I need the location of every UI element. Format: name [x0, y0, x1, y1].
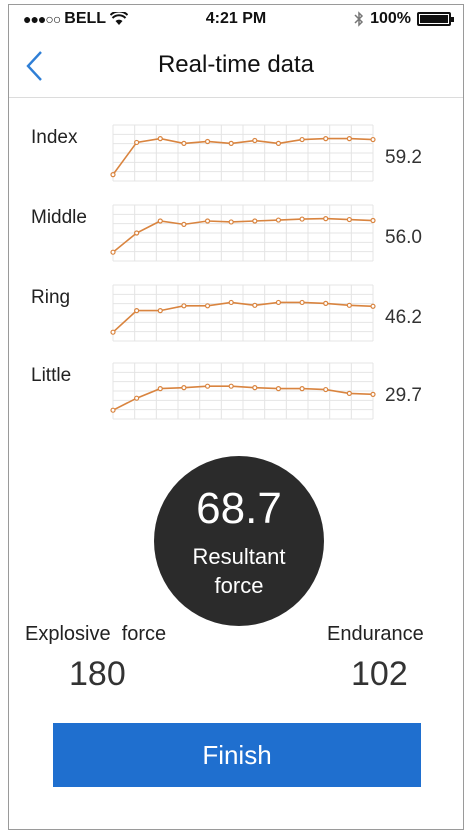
sparkline-path	[112, 385, 374, 411]
finger-value: 29.7	[385, 385, 422, 406]
sparkline-point	[252, 218, 258, 224]
finger-label: Ring	[31, 287, 71, 308]
sparkline-point	[110, 171, 116, 178]
finish-button[interactable]: Finish	[53, 723, 421, 787]
finger-label: Middle	[31, 207, 87, 228]
sparkline-point	[157, 135, 163, 142]
sparkline-point	[346, 135, 352, 142]
finger-value: 56.0	[385, 227, 422, 248]
sparkline-point	[299, 386, 305, 392]
sparkline-point	[110, 249, 116, 255]
sparkline-path	[112, 301, 374, 333]
sparkline-point	[110, 329, 116, 335]
sparkline-point	[228, 383, 234, 389]
sparkline-point	[370, 303, 376, 309]
sparkline-point	[275, 140, 282, 146]
endurance-value: 102	[351, 655, 408, 693]
sparkline-point	[323, 386, 329, 393]
sparkline-point	[228, 299, 234, 306]
explosive-force-value: 180	[69, 655, 126, 693]
sparkline-point	[370, 391, 376, 397]
resultant-force-gauge: 68.7 Resultant force	[154, 456, 324, 626]
middle-sparkline	[110, 204, 376, 262]
battery-icon	[417, 12, 454, 26]
finger-row-index: Index 59.2	[9, 123, 463, 187]
finger-value: 59.2	[385, 147, 422, 168]
sparkline-point	[157, 386, 163, 392]
sparkline-point	[134, 230, 140, 236]
explosive-force-label: Explosive force	[25, 623, 167, 645]
sparkline-point	[134, 139, 140, 146]
status-bar: ●●●○○ BELL 4:21 PM 100%	[9, 5, 463, 33]
little-sparkline	[110, 362, 376, 420]
sparkline-point	[157, 218, 163, 224]
sparkline-point	[252, 302, 258, 308]
sparkline-point	[370, 217, 376, 224]
back-chevron-icon[interactable]	[23, 49, 47, 83]
sparkline-point	[204, 138, 211, 145]
finger-row-middle: Middle 56.0	[9, 203, 463, 267]
sparkline-point	[275, 299, 282, 306]
sparkline-point	[323, 215, 329, 222]
carrier-name: BELL	[64, 10, 107, 27]
battery-percent: 100%	[370, 10, 411, 27]
sparkline-point	[204, 218, 211, 224]
sparkline-point	[252, 385, 258, 391]
sparkline-point	[204, 383, 211, 389]
sparkline-path	[112, 137, 374, 176]
sparkline-point	[110, 407, 116, 413]
phone-screen: ●●●○○ BELL 4:21 PM 100% Real-time data I…	[8, 4, 464, 830]
sparkline-point	[299, 299, 305, 306]
sparkline-point	[134, 395, 140, 401]
ring-sparkline	[110, 284, 376, 342]
sparkline-point	[299, 136, 305, 143]
finger-label: Little	[31, 365, 72, 386]
sparkline-point	[346, 302, 352, 308]
sparkline-point	[323, 300, 329, 306]
sparkline-point	[181, 385, 187, 391]
sparkline-point	[299, 216, 305, 222]
status-time: 4:21 PM	[205, 10, 267, 27]
resultant-force-value: 68.7	[196, 484, 282, 533]
sparkline-point	[181, 221, 187, 227]
sparkline-point	[204, 303, 211, 309]
sparkline-point	[252, 137, 258, 144]
sparkline-point	[228, 219, 234, 225]
resultant-force-label-line2: force	[214, 573, 264, 598]
wifi-icon	[110, 12, 129, 25]
page-title: Real-time data	[157, 51, 315, 78]
sparkline-point	[275, 217, 282, 223]
sparkline-point	[181, 140, 187, 146]
bluetooth-icon	[354, 11, 364, 27]
finger-row-little: Little 29.7	[9, 361, 463, 425]
sparkline-point	[157, 308, 163, 314]
sparkline-point	[275, 386, 282, 392]
sparkline-point	[346, 216, 352, 223]
signal-icon: ●●●○○	[23, 11, 61, 27]
navigation-bar: Real-time data	[9, 33, 463, 98]
resultant-force-label-line1: Resultant	[192, 544, 286, 569]
sparkline-point	[346, 390, 352, 397]
sparkline-point	[323, 135, 329, 142]
finger-label: Index	[31, 127, 78, 148]
sparkline-point	[134, 308, 140, 314]
sparkline-point	[228, 140, 234, 146]
finger-row-ring: Ring 46.2	[9, 283, 463, 347]
endurance-label: Endurance	[327, 623, 424, 645]
sparkline-point	[370, 136, 376, 143]
sparkline-point	[181, 303, 187, 309]
sparkline-path	[112, 217, 374, 253]
finger-value: 46.2	[385, 307, 422, 328]
index-sparkline	[110, 124, 376, 182]
